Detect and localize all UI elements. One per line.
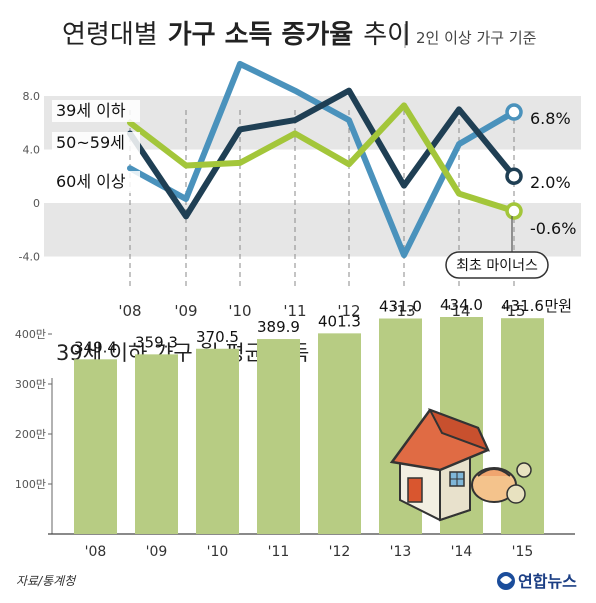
bar-y-tick-label: 100만 [15,478,46,491]
series-under39-point [292,88,298,94]
x-tick-label: '08 [118,302,141,320]
legend-series-under39: 39세 이하 [56,101,126,120]
series-60plus-point [292,130,298,136]
bar-value-label: 370.5 [196,328,239,346]
series-50s-point [292,117,298,123]
bar-x-tick-label: '11 [268,544,290,560]
coin-icon [506,484,526,504]
series-50s-point [401,183,407,189]
yonhap-logo: 연합뉴스 [497,572,577,591]
house-illustration [389,408,532,522]
bar-value-label: 431.0 [379,298,422,316]
series-under39-end-label: 6.8% [530,109,571,128]
band-neg4-to-0 [44,203,581,257]
series-under39-point [127,165,133,171]
series-60plus-point [346,161,352,167]
bar-x-tick-label: '15 [512,544,534,560]
bar-y-tick-label: 300만 [15,378,46,391]
series-50s-end-label: 2.0% [530,173,571,192]
bar-value-label: 349.4 [74,338,117,356]
bar-x-tick-label: '14 [451,544,473,560]
title-normal: 연령대별 [62,20,158,50]
logo-text: 연합뉴스 [518,572,577,591]
series-under39-point [237,61,243,67]
legend-bg [52,132,140,154]
bar-x-tick-label: '08 [85,544,107,560]
series-50s-point [456,106,462,112]
bar-chart-bars: 349.4'08359.3'09370.5'10389.9'11401.3'12… [74,296,572,560]
bar-x-tick-label: '13 [390,544,412,560]
bar-value-label: 359.3 [135,333,178,351]
bar-y-tick-label: 400만 [15,328,46,341]
bar-value-label: 434.0 [440,296,483,314]
y-tick-label: 8.0 [23,90,41,103]
title-note: 2인 이상 가구 기준 [416,29,537,47]
legend-bg [52,100,140,122]
bar [318,333,361,534]
series-60plus-line [127,102,517,215]
bar-x-tick-label: '10 [207,544,229,560]
x-tick-label: '15 [502,302,525,320]
x-tick-label: '12 [337,302,360,320]
series-60plus-point [456,191,462,197]
series-under39-point [346,117,352,123]
line-chart-series: 6.8% 2.0% -0.6% 최초 마이너스 [127,60,576,279]
annotation-text: 최초 마이너스 [456,258,538,274]
series-under39-point [456,141,462,147]
series-60plus-end-marker [505,202,523,220]
title-bold: 가구 소득 증가율 [168,20,354,50]
bar-unit-label: 만원 [545,297,573,315]
line-chart-axis: '08 '09 '10 '11 '12 '13 '14 '15 8.0 4.0 0 -4.0 [19,90,526,320]
legend-series-50s: 50~59세 [56,133,125,152]
legend-bg [52,171,140,193]
bar [135,354,178,534]
legend-series-60plus: 60세 이상 [56,172,126,191]
bar [501,318,544,534]
line-chart-legend: 39세 이하 50~59세 60세 이상 [52,100,140,193]
coin-icon [516,462,532,478]
x-tick-label: '11 [283,302,306,320]
series-60plus-point [401,102,407,108]
x-tick-label: '13 [392,302,415,320]
series-60plus-end-label: -0.6% [530,219,576,238]
annotation-box [445,251,549,279]
source-credit: 자료/통계청 [16,574,77,588]
y-tick-label: 0 [33,197,40,210]
bar-value-label: 401.3 [318,312,361,330]
series-50s-end-marker [505,167,523,185]
bar-x-tick-label: '12 [329,544,351,560]
bar [196,348,239,534]
x-tick-label: '10 [228,302,251,320]
y-tick-label: 4.0 [23,144,41,157]
title-tail: 추이 [363,20,411,50]
chart-title: 연령대별 가구 소득 증가율 추이 [62,20,411,50]
series-under39-end-marker [505,103,523,121]
x-tick-label: '14 [447,302,470,320]
bar [74,359,117,534]
series-50s-point [183,213,189,219]
bar-y-tick-label: 200만 [15,428,46,441]
series-60plus-point [183,163,189,169]
y-tick-label: -4.0 [19,251,40,264]
bar-value-label: 431.6 [501,297,544,315]
series-50s-point [346,88,352,94]
bar-value-label: 389.9 [257,318,300,336]
x-tick-label: '09 [174,302,197,320]
series-50s-point [237,126,243,132]
series-under39-point [401,252,407,258]
series-under39-point [183,196,189,202]
bar-x-tick-label: '09 [146,544,168,560]
series-60plus-point [237,160,243,166]
series-50s-line [127,87,517,220]
bar [257,339,300,534]
